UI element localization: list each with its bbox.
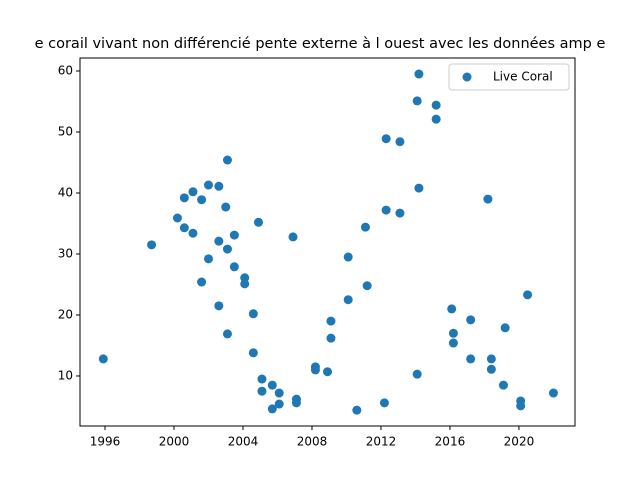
point [548,388,558,398]
point [310,365,320,375]
y-tick-label: 10 [58,368,73,382]
point [466,354,476,364]
y-tick-label: 60 [58,63,73,77]
point [267,380,277,390]
point [381,205,391,215]
point [147,240,157,250]
point [222,329,232,339]
point [323,367,332,377]
point [229,262,239,272]
point [267,404,277,414]
point [486,364,496,374]
point [222,155,232,165]
point [248,348,258,358]
point [254,217,264,227]
y-tick-label: 50 [58,124,73,138]
point [188,228,198,238]
y-tick-label: 20 [58,307,73,321]
point [197,195,207,205]
point [172,213,182,223]
point [466,315,476,325]
point [352,405,362,415]
x-tick-label: 2008 [297,435,328,449]
legend-label: Live Coral [493,70,553,84]
point [274,388,284,398]
point [326,316,336,326]
x-tick-label: 2020 [504,435,535,449]
chart-title: e corail vivant non différencié pente ex… [35,36,606,52]
point [248,309,258,319]
point [203,180,213,190]
point [288,232,298,242]
point [381,134,391,144]
point [360,222,370,232]
legend-box [448,63,570,91]
point [448,328,458,338]
point [486,354,496,364]
point [431,100,441,110]
point [188,187,198,197]
point [343,252,353,262]
point [362,281,372,291]
x-tick-label: 1996 [90,435,121,449]
point [395,137,405,147]
point [229,230,239,240]
point [326,333,336,343]
point [197,277,207,287]
point [179,223,189,233]
point [431,114,441,124]
point [414,183,424,193]
point [516,401,526,411]
point [414,69,424,79]
point [214,236,224,246]
point [214,181,224,191]
point [412,369,422,379]
point [257,386,267,396]
y-tick-label: 40 [58,185,73,199]
point [395,208,405,218]
point [343,295,353,305]
y-tick-label: 30 [58,246,73,260]
legend-marker [462,72,472,82]
x-tick-label: 2016 [435,435,466,449]
x-tick-label: 2004 [228,435,259,449]
point [222,244,232,254]
point [214,301,224,311]
point [412,96,422,106]
point [500,323,510,333]
point [483,194,493,204]
point [448,338,458,348]
point [523,290,533,300]
point [447,304,457,314]
point [379,398,389,408]
point [221,202,231,212]
x-tick-label: 2000 [159,435,190,449]
x-tick-label: 2012 [366,435,397,449]
plot-frame [79,57,576,427]
point [257,374,267,384]
point [179,193,189,203]
point [274,399,284,409]
point [203,254,213,264]
point [240,279,250,289]
point [498,380,508,390]
point [291,398,301,408]
point [98,354,108,364]
